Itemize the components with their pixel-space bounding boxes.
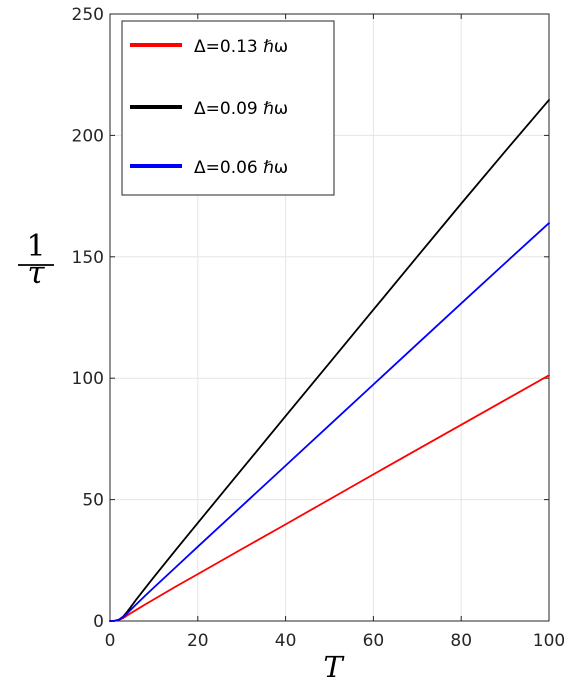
x-tick-label: 60 (363, 631, 385, 651)
y-tick-label: 50 (82, 491, 104, 511)
y-tick-label: 100 (72, 369, 104, 389)
y-axis-label: 1 τ (18, 229, 54, 291)
series-lines (109, 99, 550, 622)
plot-frame (109, 13, 550, 622)
x-tick-label: 40 (275, 631, 297, 651)
x-tick-label: 20 (187, 631, 209, 651)
x-axis-label: T (323, 650, 345, 684)
x-tick-label: 80 (450, 631, 472, 651)
legend: Δ=0.13 ℏω Δ=0.09 ℏω Δ=0.06 ℏω (121, 20, 335, 196)
x-tick-label: 100 (533, 631, 565, 651)
y-axis-label-numerator: 1 (26, 229, 45, 264)
legend-label-1: Δ=0.09 ℏω (194, 99, 288, 119)
legend-label-2: Δ=0.06 ℏω (194, 158, 288, 178)
tick-labels: 0 20 40 60 80 100 0 50 100 150 200 250 (72, 5, 566, 651)
y-tick-label: 200 (72, 126, 104, 146)
y-tick-label: 150 (72, 248, 104, 268)
x-tick-label: 0 (105, 631, 116, 651)
y-axis-label-denominator: τ (27, 255, 45, 291)
y-tick-label: 250 (72, 5, 104, 25)
series-line-2 (109, 222, 550, 622)
y-tick-label: 0 (93, 612, 104, 632)
legend-label-0: Δ=0.13 ℏω (194, 37, 288, 57)
